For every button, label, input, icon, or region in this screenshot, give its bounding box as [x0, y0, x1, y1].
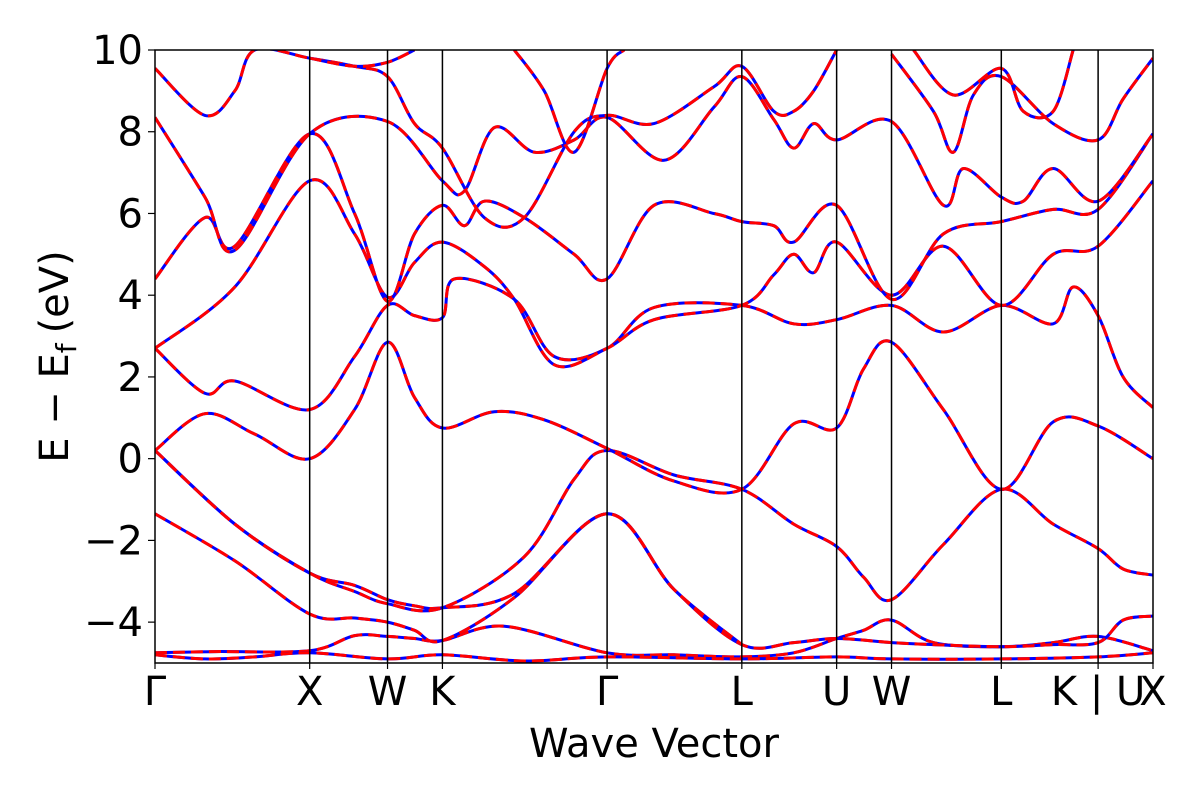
x-tick-label-0: Γ — [144, 669, 167, 715]
band-line-dashed-1 — [155, 651, 1153, 663]
band-line-dashed-11 — [309, 50, 416, 68]
x-tick-label-2: W — [368, 669, 408, 715]
band-line-dashed-2 — [155, 512, 1153, 650]
band-line-dashed-12 — [513, 50, 626, 154]
band-line-solid-5 — [155, 339, 1153, 495]
y-tick-label-0: −4 — [84, 600, 143, 646]
x-tick-label-3: K — [429, 669, 457, 715]
x-tick-label-1: X — [296, 669, 323, 715]
band-line-dashed-14 — [912, 50, 1075, 120]
x-axis-title: Wave Vector — [529, 721, 780, 767]
band-line-dashed-8 — [155, 132, 1153, 303]
band-lines — [155, 50, 1153, 663]
y-axis-title-subscript: f — [50, 342, 83, 353]
band-line-solid-9 — [155, 75, 1153, 254]
y-tick-label-6: 8 — [118, 110, 143, 156]
band-line-solid-10 — [155, 50, 838, 229]
y-tick-label-3: 2 — [118, 355, 143, 401]
band-line-dashed-5 — [155, 339, 1153, 495]
y-tick-label-1: −2 — [84, 518, 143, 564]
band-line-solid-7 — [155, 178, 1153, 369]
x-tick-label-7: W — [872, 669, 912, 715]
y-tick-label-5: 6 — [118, 191, 143, 237]
band-line-dashed-7 — [155, 178, 1153, 369]
y-tick-label-4: 4 — [118, 273, 143, 319]
x-tick-label-8: L — [990, 669, 1013, 715]
y-axis-title-main: E − E — [32, 353, 78, 463]
x-tick-label-5: L — [731, 669, 754, 715]
y-axis-title-unit: (eV) — [32, 250, 78, 333]
kpoint-separators — [308, 50, 1099, 663]
band-line-solid-3 — [155, 449, 743, 646]
band-line-solid-2 — [155, 512, 1153, 650]
band-line-solid-6 — [155, 276, 1153, 412]
x-tick-label-10: X — [1139, 669, 1166, 715]
band-line-dashed-6 — [155, 276, 1153, 412]
y-axis-title: E − Ef (eV) — [32, 250, 83, 463]
y-tick-label-7: 10 — [92, 28, 143, 74]
x-tick-label-6: U — [822, 669, 851, 715]
x-tick-label-9: K | U — [1051, 669, 1145, 715]
y-tick-label-2: 0 — [118, 437, 143, 483]
band-line-dashed-13 — [890, 53, 1153, 154]
y-axis: −4 −2 0 2 4 6 8 10 — [84, 28, 155, 646]
band-line-dashed-10 — [155, 50, 838, 229]
plot-frame — [154, 49, 1154, 664]
band-line-dashed-4 — [155, 448, 1153, 613]
x-tick-label-4: Γ — [596, 669, 619, 715]
band-line-dashed-9 — [155, 75, 1153, 254]
band-line-dashed-3 — [155, 449, 743, 646]
band-line-solid-13 — [890, 53, 1153, 154]
